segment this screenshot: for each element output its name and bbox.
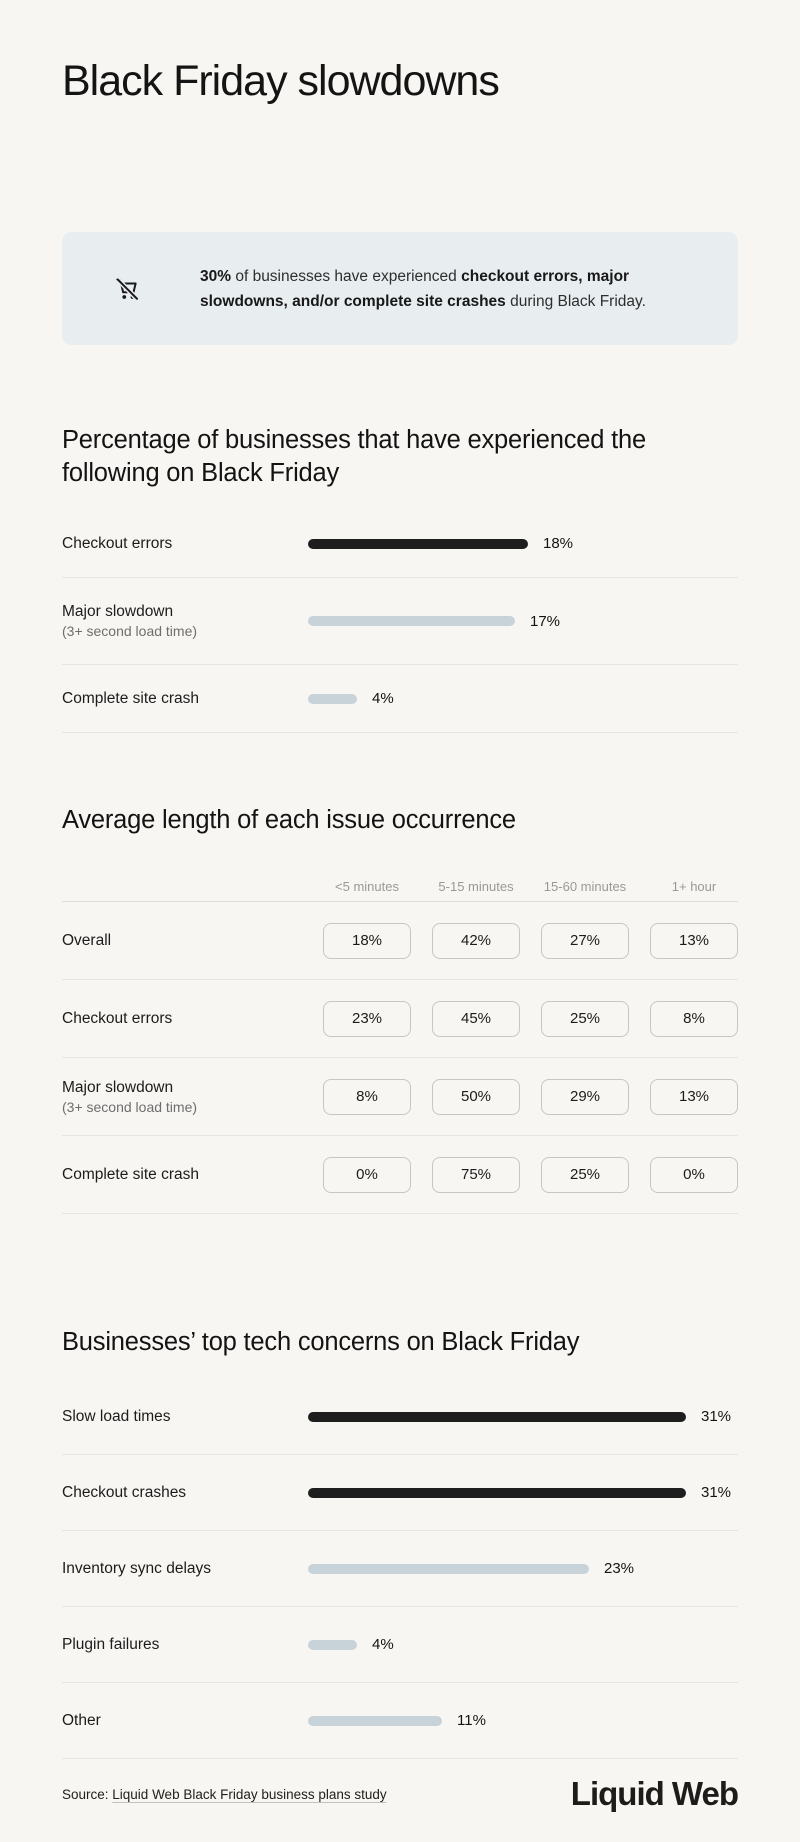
duration-cell: 13%: [650, 922, 738, 959]
value-bar: [308, 1411, 686, 1422]
liquidweb-logo: Liquid Web: [570, 1775, 739, 1813]
page-title: Black Friday slowdowns: [62, 57, 500, 105]
column-header: <5 minutes: [335, 879, 399, 895]
bar-row-slow-load-times: Slow load times 31%: [62, 1379, 738, 1456]
duration-cell: 29%: [541, 1078, 629, 1115]
duration-cell: 0%: [650, 1156, 738, 1193]
row-label: Complete site crash: [62, 690, 199, 708]
bar-row-checkout-crashes: Checkout crashes 31%: [62, 1455, 738, 1532]
value-bar: [308, 1639, 357, 1650]
footer: Source: Liquid Web Black Friday business…: [62, 1775, 739, 1813]
table-row-site-crash: Complete site crash 0% 75% 25% 0%: [62, 1136, 738, 1215]
bar-row-checkout-errors: Checkout errors 18%: [62, 510, 738, 579]
duration-cell: 13%: [650, 1078, 738, 1115]
stat-callout: 30% of businesses have experienced check…: [62, 232, 738, 346]
bar-value-label: 17%: [530, 612, 561, 630]
cart-off-icon: [112, 274, 142, 304]
bar-value-label: 4%: [372, 690, 394, 708]
duration-cell: 8%: [650, 1000, 738, 1037]
concerns-bar-chart: Slow load times 31% Checkout crashes 31%: [62, 1379, 738, 1760]
source-prefix: Source:: [62, 1786, 113, 1802]
value-bar: [308, 538, 528, 549]
bar-row-other: Other 11%: [62, 1683, 738, 1760]
duration-cell: 23%: [323, 1000, 411, 1037]
duration-cell: 75%: [432, 1156, 520, 1193]
column-header: 15-60 minutes: [543, 879, 627, 895]
bar-value-label: 4%: [372, 1636, 394, 1654]
value-bar: [308, 1487, 686, 1498]
section-duration: Average length of each issue occurrence …: [62, 804, 738, 1215]
duration-cell: 18%: [323, 922, 411, 959]
bar-value-label: 31%: [701, 1484, 732, 1502]
value-bar: [308, 693, 357, 704]
source-note: Source: Liquid Web Black Friday business…: [62, 1787, 387, 1802]
bar-row-major-slowdown: Major slowdown (3+ second load time) 17%: [62, 578, 738, 666]
experienced-bar-chart: Checkout errors 18% Major slowdown (3+ s…: [62, 510, 738, 734]
stat-callout-text: 30% of businesses have experienced check…: [200, 267, 646, 310]
section-concerns-heading: Businesses’ top tech concerns on Black F…: [62, 1328, 580, 1357]
column-header: 5-15 minutes: [438, 879, 514, 895]
bar-row-inventory-sync-delays: Inventory sync delays 23%: [62, 1531, 738, 1608]
duration-cell: 25%: [541, 1000, 629, 1037]
source-link[interactable]: Liquid Web Black Friday business plans s…: [112, 1786, 387, 1802]
row-label: Checkout errors: [62, 535, 173, 553]
table-row-checkout-errors: Checkout errors 23% 45% 25% 8%: [62, 980, 738, 1059]
section-concerns: Businesses’ top tech concerns on Black F…: [62, 1326, 738, 1760]
duration-cell: 50%: [432, 1078, 520, 1115]
duration-cell: 27%: [541, 922, 629, 959]
row-label: Major slowdown (3+ second load time): [62, 603, 198, 640]
section-experienced-heading: Percentage of businesses that have exper…: [62, 426, 646, 488]
bar-value-label: 31%: [701, 1408, 732, 1426]
bar-value-label: 11%: [457, 1712, 486, 1730]
duration-cell: 8%: [323, 1078, 411, 1115]
bar-value-label: 23%: [604, 1560, 635, 1578]
bar-row-site-crash: Complete site crash 4%: [62, 665, 738, 734]
section-experienced: Percentage of businesses that have exper…: [62, 424, 738, 734]
duration-table-header: <5 minutes 5-15 minutes 15-60 minutes 1+…: [62, 879, 738, 903]
column-header: 1+ hour: [671, 879, 717, 895]
table-row-overall: Overall 18% 42% 27% 13%: [62, 902, 738, 981]
duration-cell: 42%: [432, 922, 520, 959]
bar-value-label: 18%: [543, 535, 574, 553]
duration-cell: 25%: [541, 1156, 629, 1193]
value-bar: [308, 1715, 442, 1726]
duration-cell: 45%: [432, 1000, 520, 1037]
table-row-major-slowdown: Major slowdown (3+ second load time) 8% …: [62, 1058, 738, 1137]
duration-cell: 0%: [323, 1156, 411, 1193]
bar-row-plugin-failures: Plugin failures 4%: [62, 1607, 738, 1684]
value-bar: [308, 616, 515, 627]
section-duration-heading: Average length of each issue occurrence: [62, 806, 516, 835]
value-bar: [308, 1563, 589, 1574]
